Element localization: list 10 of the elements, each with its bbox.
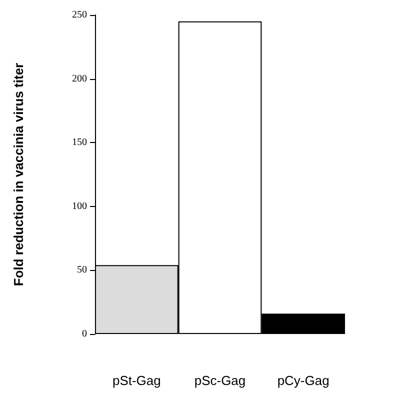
y-tick-label: 50 bbox=[77, 264, 87, 276]
x-tick-label: pCy-Gag bbox=[277, 373, 330, 388]
y-tick-label: 150 bbox=[72, 137, 87, 148]
y-tick-label: 0 bbox=[82, 328, 87, 340]
x-tick-label: pSc-Gag bbox=[194, 373, 246, 388]
y-tick-label: 100 bbox=[72, 200, 87, 212]
y-tick-label: 200 bbox=[72, 73, 87, 84]
y-axis-title: Fold reduction in vaccinia virus titer bbox=[11, 62, 26, 286]
y-tick-label: 250 bbox=[72, 10, 87, 20]
x-tick-label: pSt-Gag bbox=[112, 373, 161, 388]
